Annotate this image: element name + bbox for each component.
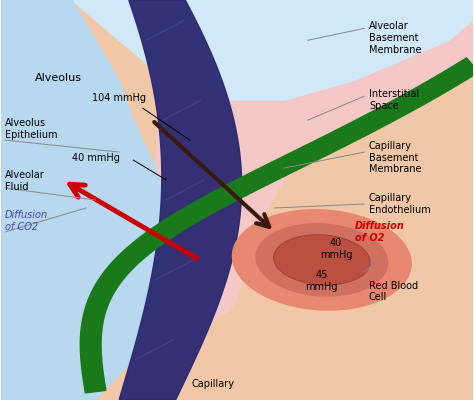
Text: Capillary
Basement
Membrane: Capillary Basement Membrane xyxy=(369,141,421,174)
Text: 40
mmHg: 40 mmHg xyxy=(319,237,352,259)
Text: Capillary
Endothelium: Capillary Endothelium xyxy=(369,192,431,214)
Polygon shape xyxy=(80,59,474,393)
Text: Alveolus
Epithelium: Alveolus Epithelium xyxy=(5,118,58,140)
Ellipse shape xyxy=(275,236,369,284)
Text: Alveolus: Alveolus xyxy=(35,73,82,83)
Text: Diffusion
of CO2: Diffusion of CO2 xyxy=(5,210,48,231)
Text: 45
mmHg: 45 mmHg xyxy=(306,269,338,291)
Text: Interstitial
Space: Interstitial Space xyxy=(369,89,419,111)
Ellipse shape xyxy=(256,224,388,296)
Text: 104 mmHg: 104 mmHg xyxy=(92,93,146,103)
Text: 40 mmHg: 40 mmHg xyxy=(72,153,120,163)
Polygon shape xyxy=(143,1,473,352)
Text: Alveolar
Basement
Membrane: Alveolar Basement Membrane xyxy=(369,21,421,55)
Text: Red Blood
Cell: Red Blood Cell xyxy=(369,280,418,302)
Polygon shape xyxy=(1,1,473,101)
Ellipse shape xyxy=(232,210,411,310)
Polygon shape xyxy=(119,1,242,400)
Text: Capillary: Capillary xyxy=(192,378,235,388)
Polygon shape xyxy=(1,1,171,400)
Text: Alveolar
Fluid: Alveolar Fluid xyxy=(5,170,45,191)
Text: Diffusion
of O2: Diffusion of O2 xyxy=(355,221,405,242)
